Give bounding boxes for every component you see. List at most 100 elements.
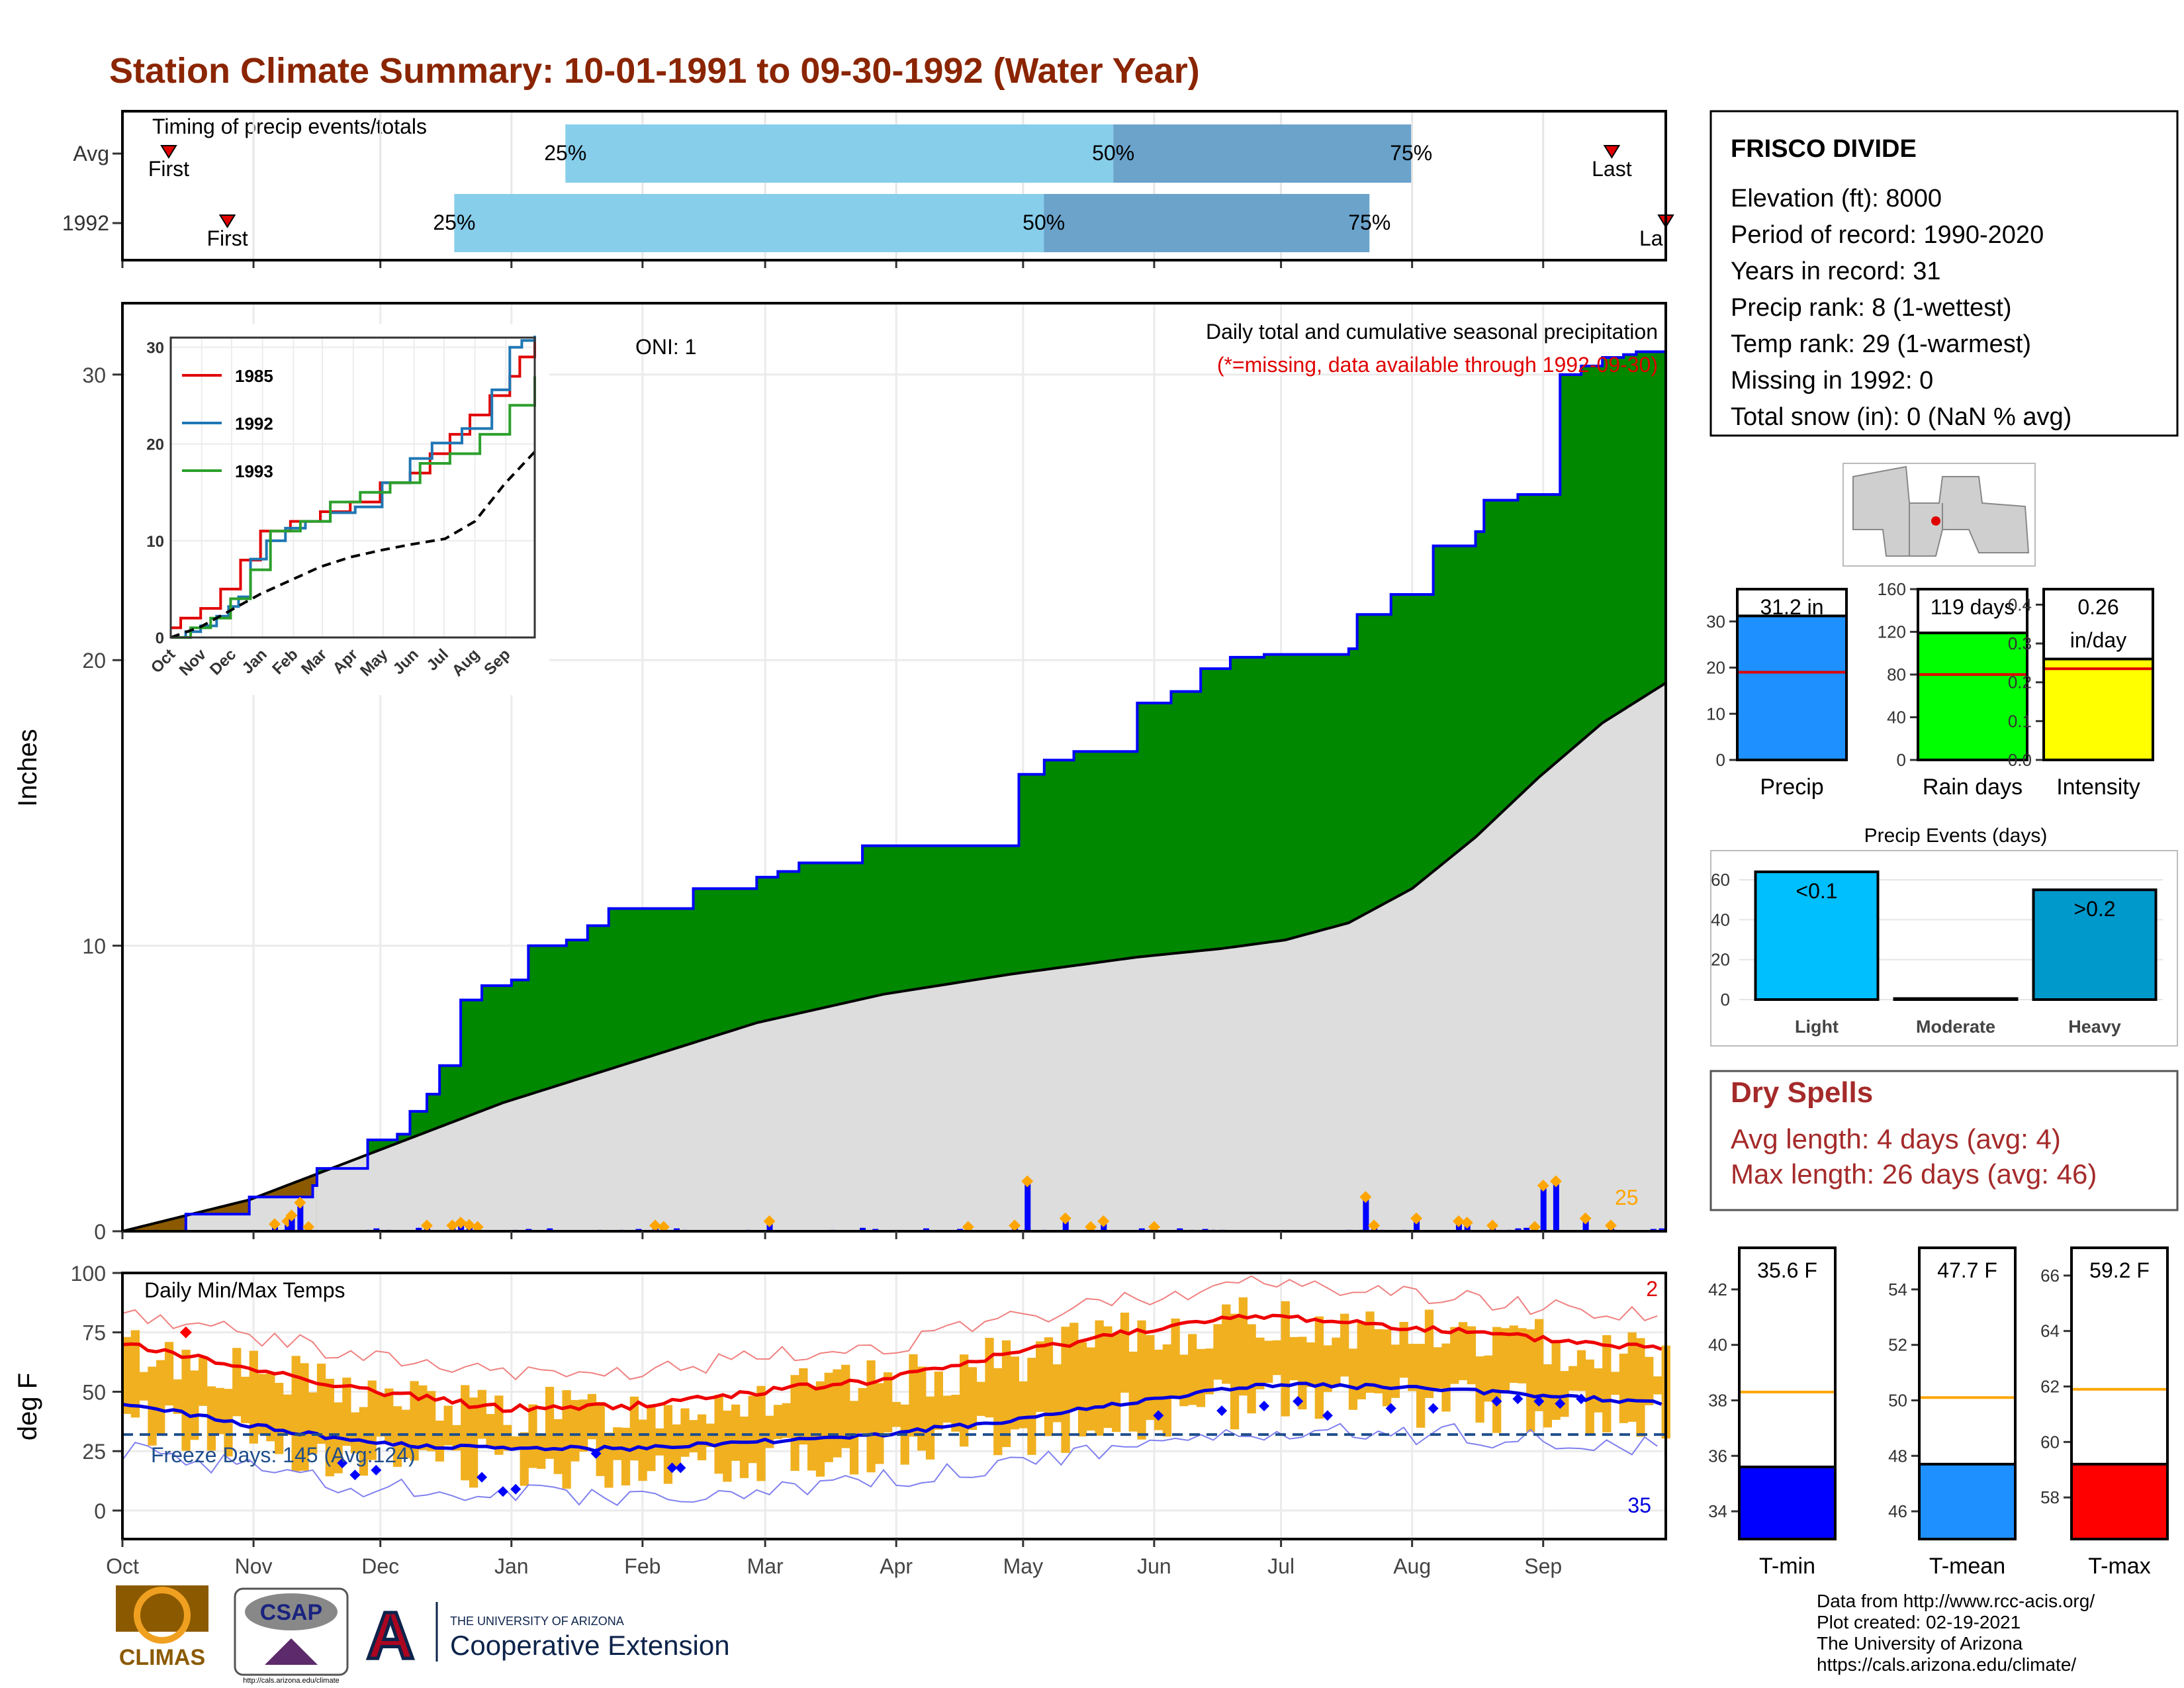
timing-pct-label: 25% xyxy=(544,141,586,165)
timing-panel: Timing of precip events/totals 25% 50% 75%… xyxy=(62,110,1674,268)
daily-temp-bar xyxy=(891,1401,901,1427)
daily-temp-bar xyxy=(1636,1338,1645,1437)
temps-title: Daily Min/Max Temps xyxy=(144,1278,345,1302)
station-info-line: Elevation (ft): 8000 xyxy=(1731,185,1942,212)
daily-temp-bar xyxy=(275,1383,284,1454)
daily-temp-bar xyxy=(1112,1333,1121,1432)
precip-y-tick-label: 0 xyxy=(94,1220,106,1244)
daily-temp-bar xyxy=(1188,1334,1197,1405)
daily-temp-bar xyxy=(232,1348,242,1417)
record-low-marker xyxy=(337,1458,348,1469)
daily-temp-bar xyxy=(1645,1356,1654,1405)
daily-temp-bar xyxy=(782,1403,791,1438)
climas-logo-ring xyxy=(134,1587,191,1644)
daily-temp-bar xyxy=(1306,1342,1316,1387)
daily-temp-bar xyxy=(266,1372,275,1442)
tempbar-label: T-mean xyxy=(1929,1554,2005,1579)
minibar-y-tick-label: 40 xyxy=(1887,708,1906,727)
temps-panel: deg F 0 25 50 75 100 Oct Nov Dec Jan Feb Mar Apr May… xyxy=(13,1262,1670,1578)
events-title: Precip Events (days) xyxy=(1864,825,2048,847)
daily-temp-bar xyxy=(587,1393,597,1440)
ua-logo-letter: A xyxy=(367,1599,414,1673)
inset-legend-label: 1992 xyxy=(235,414,273,434)
minibar-y-tick-label: 0.1 xyxy=(2008,711,2032,731)
daily-temp-bar xyxy=(731,1404,741,1461)
daily-temp-bar xyxy=(291,1356,300,1472)
daily-temp-bar xyxy=(1001,1340,1011,1448)
normal-min-line xyxy=(122,1382,1662,1453)
month-tick-label: Dec xyxy=(361,1554,399,1578)
timing-pct-label: 75% xyxy=(1390,141,1432,165)
timing-bar-50-75 xyxy=(1113,124,1412,183)
record-low-marker xyxy=(1491,1395,1502,1407)
daily-temp-bar xyxy=(1086,1347,1095,1431)
minibar-label: Rain days xyxy=(1923,774,2023,800)
daily-temp-bar xyxy=(469,1397,478,1488)
season-cumulative-fill xyxy=(122,1168,317,1231)
minibar-y-tick-label: 0 xyxy=(1716,750,1725,770)
daily-temp-bar xyxy=(1171,1318,1180,1396)
daily-precip-bar xyxy=(547,1228,553,1231)
daily-precip-bar xyxy=(1582,1218,1589,1231)
daily-temp-bar xyxy=(1298,1336,1307,1410)
station-info-line: Precip rank: 8 (1-wettest) xyxy=(1731,294,2011,322)
page-title: Station Climate Summary: 10-01-1991 to 0… xyxy=(109,51,1200,91)
daily-precip-marker xyxy=(1368,1219,1381,1232)
month-tick-label: Oct xyxy=(106,1554,139,1578)
tempbar-frame xyxy=(1918,1246,2017,1540)
station-location-dot xyxy=(1931,516,1940,526)
minibar-value-bar xyxy=(1736,614,1848,761)
csap-logo-url: http://cals.arizona.edu/climate xyxy=(243,1677,340,1685)
first-label: First xyxy=(206,226,248,250)
daily-precip-marker xyxy=(463,1219,475,1231)
daily-precip-bar xyxy=(297,1202,304,1231)
daily-precip-marker xyxy=(455,1217,467,1229)
first-label: First xyxy=(148,157,189,181)
daily-temp-bar xyxy=(866,1360,876,1473)
timing-title: Timing of precip events/totals xyxy=(152,115,427,138)
month-tick-label: Feb xyxy=(624,1554,660,1578)
daily-temp-bar xyxy=(139,1372,148,1401)
daily-temp-bar xyxy=(993,1368,1003,1456)
inset-y-tick-label: 10 xyxy=(146,533,164,551)
precip-ylabel: Inches xyxy=(13,729,42,807)
daily-temp-bar xyxy=(739,1416,749,1478)
daily-temp-bar xyxy=(1382,1329,1392,1407)
daily-temp-bar xyxy=(1374,1329,1383,1393)
daily-temp-bar xyxy=(342,1378,351,1446)
freeze-days-label: Freeze Days: 145 (Avg:124) xyxy=(151,1443,416,1467)
daily-temp-bar xyxy=(1128,1351,1138,1432)
temps-y-tick-label: 75 xyxy=(82,1321,106,1345)
record-low-marker xyxy=(675,1462,686,1474)
last-label: Last xyxy=(1592,157,1632,181)
temps-y-tick-label: 50 xyxy=(82,1380,106,1404)
daily-temp-bar xyxy=(308,1392,318,1454)
minibar-y-tick-label: 80 xyxy=(1887,665,1906,684)
daily-temp-bar xyxy=(815,1381,825,1477)
timing-frame-outline xyxy=(121,110,1667,261)
station-frame xyxy=(1709,110,2179,437)
daily-temp-bar xyxy=(1162,1344,1171,1437)
daily-temp-bar xyxy=(1179,1354,1189,1407)
daily-precip-bar xyxy=(1062,1218,1069,1231)
average-cumulative-line xyxy=(122,682,1667,1233)
daily-temp-bar xyxy=(1492,1327,1502,1433)
record-low-marker xyxy=(510,1483,522,1495)
daily-temp-bar xyxy=(1458,1322,1468,1381)
daily-temp-bar xyxy=(1019,1381,1028,1429)
daily-temp-bar xyxy=(647,1405,656,1472)
precip-y-tick-label: 10 xyxy=(82,935,106,959)
minibar-label: Intensity xyxy=(2056,774,2140,800)
daily-temp-bar xyxy=(351,1412,360,1454)
month-tick-label: Mar xyxy=(747,1554,784,1578)
inset-legend-label: 1985 xyxy=(235,366,273,386)
daily-precip-marker xyxy=(1604,1219,1617,1232)
station-info-line: Years in record: 31 xyxy=(1731,258,1941,285)
events-bar-value: >0.2 xyxy=(2073,897,2115,921)
daily-temp-bar xyxy=(1230,1313,1240,1430)
daily-temp-bar xyxy=(917,1366,927,1451)
timing-pct-label: 50% xyxy=(1023,211,1065,234)
temps-corner-bottom: 35 xyxy=(1627,1493,1651,1517)
precip-frame xyxy=(121,302,1667,1233)
daily-temp-bar xyxy=(1340,1313,1349,1377)
